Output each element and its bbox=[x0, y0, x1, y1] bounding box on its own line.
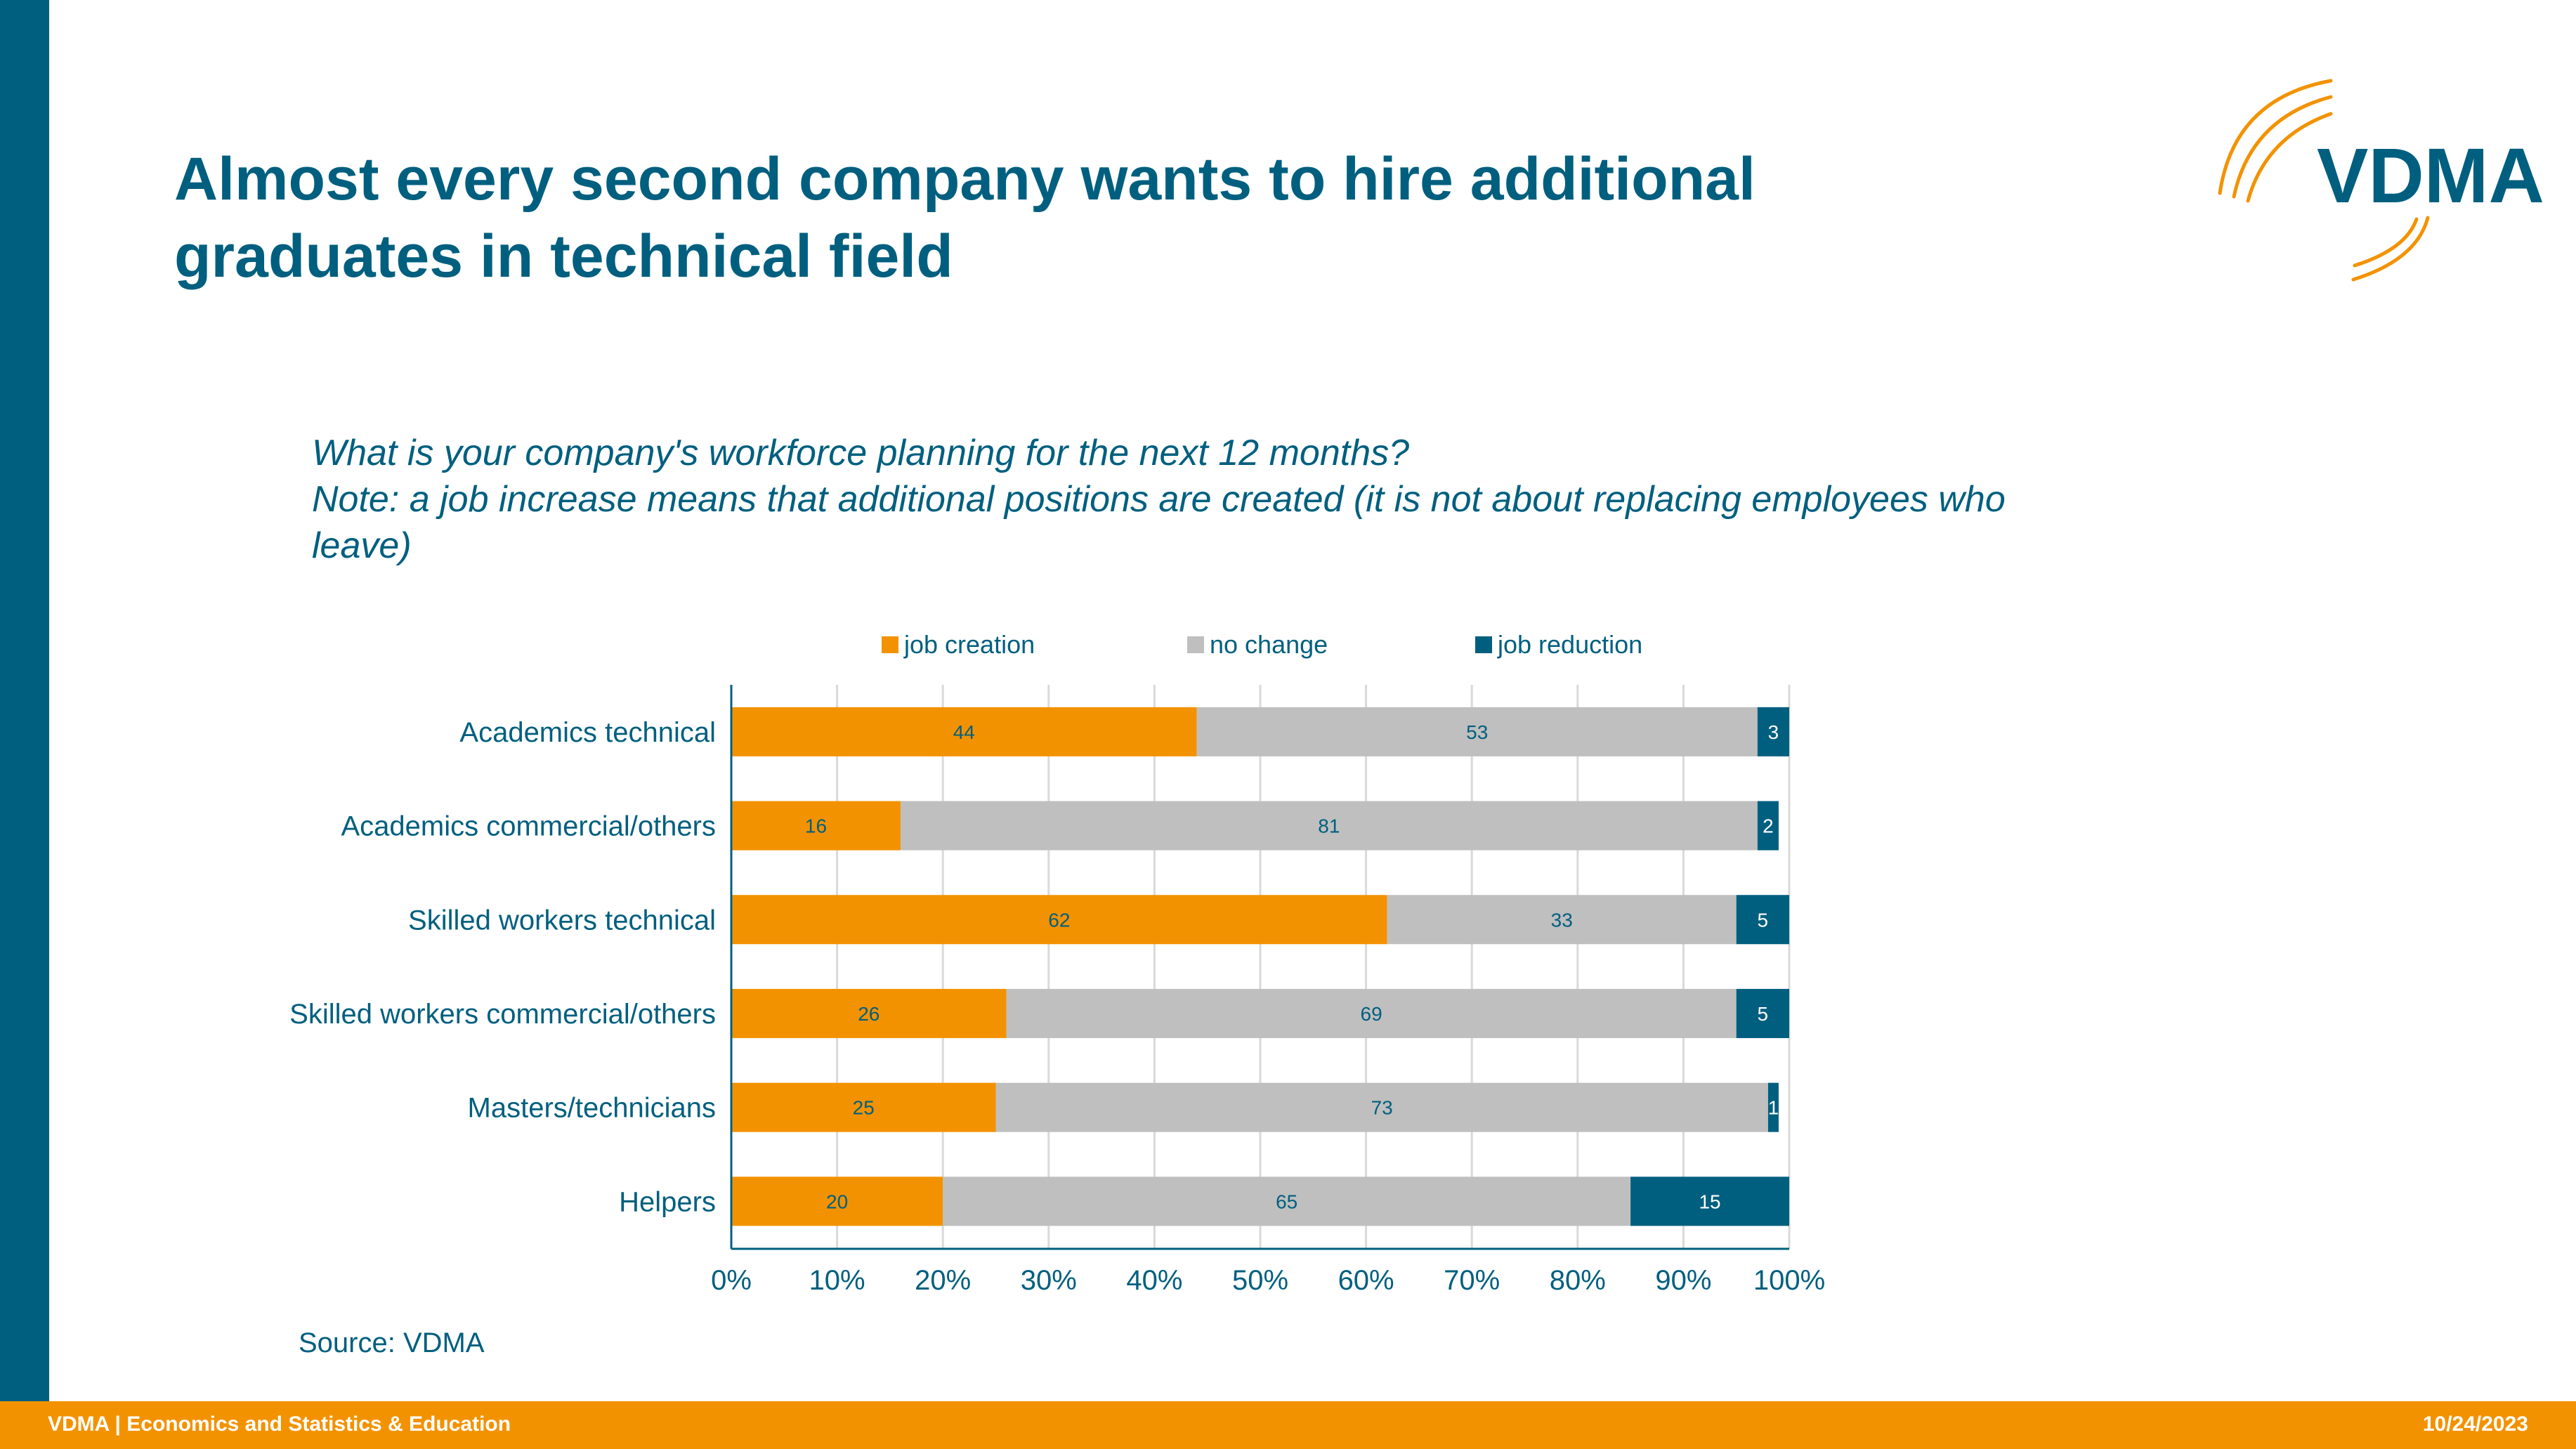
data-label: 25 bbox=[853, 1097, 875, 1119]
bar-segment bbox=[1387, 895, 1737, 945]
bar-segment bbox=[1736, 988, 1789, 1038]
left-accent-bar bbox=[0, 0, 49, 1401]
bar-segment bbox=[731, 988, 1007, 1038]
footer-left-text: VDMA | Economics and Statistics & Educat… bbox=[48, 1412, 511, 1436]
category-label: Skilled workers commercial/others bbox=[289, 999, 716, 1030]
data-label: 20 bbox=[826, 1191, 848, 1212]
x-tick-label: 90% bbox=[1655, 1265, 1711, 1296]
footer-bar: VDMA | Economics and Statistics & Educat… bbox=[0, 1401, 2576, 1449]
data-label: 53 bbox=[1466, 721, 1488, 743]
question-line-1: What is your company's workforce plannin… bbox=[312, 433, 1410, 473]
x-tick-label: 20% bbox=[915, 1265, 971, 1296]
data-label: 73 bbox=[1371, 1097, 1393, 1119]
data-label: 44 bbox=[953, 721, 975, 743]
category-label: Masters/technicians bbox=[468, 1093, 716, 1124]
bar-segment bbox=[1767, 1082, 1779, 1132]
bar-segment bbox=[1757, 801, 1779, 851]
bar-segment bbox=[731, 707, 1197, 756]
bar-segment bbox=[943, 1176, 1631, 1226]
page-title-line-1: Almost every second company wants to hir… bbox=[174, 145, 1756, 213]
x-tick-label: 40% bbox=[1126, 1265, 1182, 1296]
bar-segment bbox=[1006, 988, 1737, 1038]
source-note: Source: VDMA bbox=[299, 1327, 485, 1358]
bar-segment bbox=[1736, 895, 1789, 945]
page-title-line-2: graduates in technical field bbox=[174, 223, 953, 290]
data-label: 65 bbox=[1276, 1191, 1297, 1212]
x-tick-label: 30% bbox=[1021, 1265, 1077, 1296]
question-line-2: Note: a job increase means that addition… bbox=[312, 479, 2006, 520]
category-label: Academics commercial/others bbox=[341, 811, 717, 842]
x-tick-label: 50% bbox=[1232, 1265, 1288, 1296]
data-label: 81 bbox=[1318, 815, 1340, 837]
data-label: 2 bbox=[1763, 815, 1774, 837]
category-label: Skilled workers technical bbox=[408, 905, 716, 936]
x-tick-label: 60% bbox=[1338, 1265, 1394, 1296]
data-label: 33 bbox=[1551, 909, 1573, 931]
survey-question: What is your company's workforce plannin… bbox=[312, 430, 2138, 569]
bar-segment bbox=[731, 895, 1387, 945]
legend-swatch bbox=[1475, 636, 1492, 653]
question-line-3: leave) bbox=[312, 525, 412, 566]
data-label: 3 bbox=[1768, 721, 1779, 743]
legend-label: no change bbox=[1210, 630, 1328, 659]
footer-date: 10/24/2023 bbox=[2422, 1412, 2528, 1436]
x-tick-label: 10% bbox=[809, 1265, 865, 1296]
data-label: 69 bbox=[1361, 1003, 1382, 1025]
bar-segment bbox=[731, 1082, 996, 1132]
data-label: 16 bbox=[805, 815, 827, 837]
category-label: Helpers bbox=[619, 1186, 716, 1217]
vdma-logo: VDMA bbox=[2206, 70, 2543, 295]
data-label: 5 bbox=[1758, 1003, 1769, 1025]
data-label: 1 bbox=[1768, 1097, 1779, 1119]
bar-segment bbox=[1757, 707, 1789, 756]
vdma-logo-text: VDMA bbox=[2317, 133, 2543, 219]
legend-swatch bbox=[1187, 636, 1204, 653]
x-tick-label: 100% bbox=[1753, 1265, 1825, 1296]
legend-swatch bbox=[882, 636, 898, 653]
x-tick-label: 0% bbox=[711, 1265, 752, 1296]
x-tick-label: 80% bbox=[1550, 1265, 1606, 1296]
bar-segment bbox=[900, 801, 1758, 851]
legend-label: job reduction bbox=[1497, 630, 1642, 659]
data-label: 5 bbox=[1758, 909, 1769, 931]
data-label: 15 bbox=[1699, 1191, 1720, 1212]
data-label: 26 bbox=[858, 1003, 880, 1025]
data-label: 62 bbox=[1048, 909, 1070, 931]
legend-label: job creation bbox=[903, 630, 1035, 659]
bar-segment bbox=[1630, 1176, 1789, 1226]
bar-segment bbox=[731, 1176, 943, 1226]
x-tick-label: 70% bbox=[1444, 1265, 1500, 1296]
page-title: Almost every second company wants to hir… bbox=[174, 140, 2001, 295]
bar-segment bbox=[1196, 707, 1758, 756]
bar-segment bbox=[731, 801, 901, 851]
bar-segment bbox=[995, 1082, 1768, 1132]
category-label: Academics technical bbox=[459, 717, 716, 748]
